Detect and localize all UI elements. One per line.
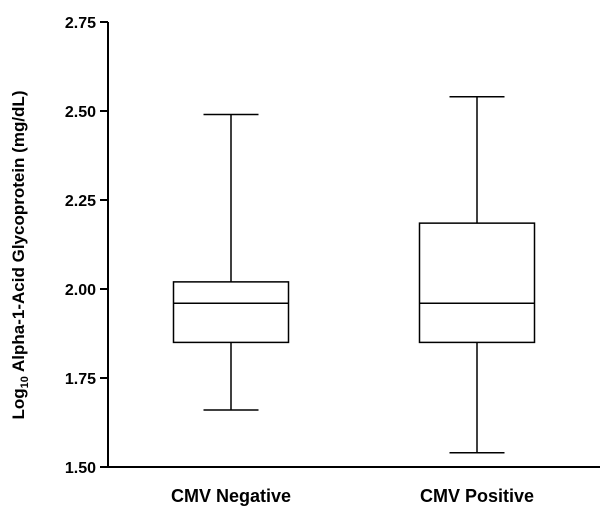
y-tick-label: 2.75 [65,15,96,32]
y-tick-label: 1.75 [65,371,96,388]
y-tick-label: 1.50 [65,460,96,477]
category-label: CMV Negative [171,486,291,506]
y-axis-label: Log10 Alpha-1-Acid Glycoprotein (mg/dL) [9,91,31,420]
y-tick-label: 2.50 [65,104,96,121]
y-axis-label-rest: Alpha-1-Acid Glycoprotein (mg/dL) [9,91,28,377]
y-axis-label-subscript: 10 [19,376,31,388]
iqr-box [172,281,290,344]
iqr-box [418,222,536,344]
box-group [418,96,536,454]
category-label: CMV Positive [420,486,534,506]
y-axis: 1.50 1.75 2.00 2.25 2.50 2.75 [65,15,109,477]
y-tick-label: 2.25 [65,193,96,210]
y-tick-label: 2.00 [65,282,96,299]
y-axis-label-prefix: Log [9,388,28,419]
x-axis: CMV Negative CMV Positive [108,466,600,506]
boxes [172,96,536,454]
box-group [172,113,290,411]
